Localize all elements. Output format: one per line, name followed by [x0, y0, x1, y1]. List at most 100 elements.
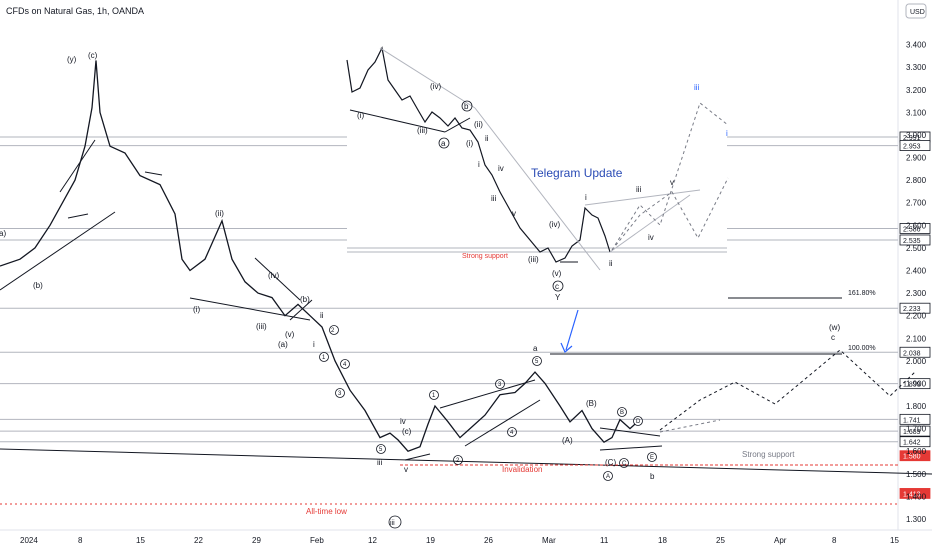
price-level-value: 1.741 — [903, 417, 921, 424]
y-tick-label: 1.600 — [906, 447, 927, 456]
price-level-value: 1.580 — [903, 454, 921, 461]
svg-text:v: v — [670, 178, 674, 187]
svg-text:c: c — [555, 282, 559, 291]
x-tick-label: 8 — [832, 536, 837, 545]
price-level-value: 1.642 — [903, 440, 921, 447]
y-tick-label: 2.900 — [906, 154, 927, 163]
y-tick-label: 2.000 — [906, 357, 927, 366]
all-time-low-label: All-time low — [306, 507, 347, 516]
y-tick-label: 3.200 — [906, 86, 927, 95]
svg-text:v: v — [404, 465, 408, 474]
svg-text:(B): (B) — [586, 399, 597, 408]
price-level-tag — [899, 140, 931, 151]
svg-text:2: 2 — [331, 328, 335, 334]
svg-text:i: i — [726, 129, 728, 138]
svg-text:(a): (a) — [278, 340, 288, 349]
y-tick-label: 2.700 — [906, 199, 927, 208]
inset-price-line — [346, 46, 611, 263]
svg-text:(C): (C) — [605, 458, 616, 467]
svg-text:b: b — [650, 472, 655, 481]
svg-text:v: v — [512, 209, 516, 218]
svg-text:(iv): (iv) — [268, 271, 279, 280]
svg-text:(iii): (iii) — [528, 255, 539, 264]
price-level-value: 2.233 — [903, 306, 921, 313]
svg-text:iv: iv — [498, 164, 504, 173]
svg-text:ii: ii — [609, 259, 613, 268]
telegram-inset: Telegram Update Strong support (i) (iii)… — [346, 42, 729, 302]
svg-text:2: 2 — [456, 458, 460, 464]
svg-text:a: a — [533, 344, 538, 353]
svg-text:(iv): (iv) — [549, 220, 560, 229]
y-tick-label: 3.100 — [906, 108, 927, 117]
svg-text:(c): (c) — [88, 51, 98, 60]
invalidation-label: Invalidation — [502, 465, 542, 474]
svg-text:(i): (i) — [357, 111, 364, 120]
svg-text:a: a — [441, 139, 446, 148]
price-level-tag — [899, 234, 931, 246]
svg-text:(ii): (ii) — [215, 209, 224, 218]
x-tick-label: 8 — [78, 536, 83, 545]
svg-text:ii: ii — [485, 134, 489, 143]
x-tick-label: 26 — [484, 536, 493, 545]
price-level-value: 2.953 — [903, 144, 921, 151]
svg-text:C: C — [622, 461, 627, 467]
svg-text:iv: iv — [648, 233, 654, 242]
y-tick-label: 2.500 — [906, 244, 927, 253]
price-level-tag — [899, 346, 931, 358]
svg-text:ii: ii — [320, 311, 324, 320]
price-level-value: 1.689 — [903, 429, 921, 436]
circled-wave-text: 2 1 4 3 5 1 2 3 4 5 B D C E A iii — [322, 328, 654, 527]
fib-161-label: 161.80% — [848, 290, 876, 297]
y-tick-label: 3.300 — [906, 63, 927, 72]
y-tick-label: 1.900 — [906, 379, 927, 388]
svg-text:(ii): (ii) — [474, 120, 483, 129]
svg-text:Y: Y — [555, 293, 561, 302]
svg-text:(i): (i) — [193, 305, 200, 314]
price-levels: 2.991 2.953 2.586 2.535 2.233 2.038 1.899 1.741… — [0, 131, 931, 499]
svg-text:i: i — [313, 340, 315, 349]
x-tick-label: 25 — [716, 536, 725, 545]
y-tick-label: 2.800 — [906, 176, 927, 185]
y-tick-label: 3.400 — [906, 41, 927, 50]
svg-text:(iii): (iii) — [417, 126, 428, 135]
svg-text:3: 3 — [338, 391, 342, 397]
y-tick-label: 2.200 — [906, 312, 927, 321]
y-tick-label: 1.400 — [906, 492, 927, 501]
y-tick-label: 1.500 — [906, 470, 927, 479]
x-tick-label: Mar — [542, 536, 556, 545]
svg-text:(iv): (iv) — [430, 82, 441, 91]
svg-text:4: 4 — [343, 362, 347, 368]
svg-text:iii: iii — [390, 520, 395, 527]
svg-text:A: A — [606, 474, 610, 480]
svg-text:(b): (b) — [300, 295, 310, 304]
wave-labels: (y) (c) a) (b) (ii) (iv) (b) ii (i) (iii… — [0, 51, 840, 481]
x-tick-label: 11 — [600, 536, 609, 545]
price-level-value: 2.038 — [903, 350, 921, 357]
svg-text:iii: iii — [377, 458, 383, 467]
price-level-value: 2.535 — [903, 238, 921, 245]
svg-text:iii: iii — [694, 83, 700, 92]
price-level-tag — [899, 488, 931, 499]
svg-text:i: i — [585, 193, 587, 202]
svg-text:(v): (v) — [285, 330, 295, 339]
price-level-tag — [899, 378, 931, 390]
y-tick-label: 3.000 — [906, 131, 927, 140]
x-tick-label: 12 — [368, 536, 377, 545]
x-tick-label: 22 — [194, 536, 203, 545]
chart-title: CFDs on Natural Gas, 1h, OANDA — [6, 6, 144, 16]
currency-label: USD — [910, 9, 925, 16]
price-axis[interactable]: 3.400 3.300 3.200 3.100 3.000 2.900 2.800 2.700… — [906, 41, 927, 524]
y-tick-label: 2.400 — [906, 266, 927, 275]
svg-text:(v): (v) — [552, 269, 562, 278]
time-axis[interactable]: 2024 8 15 22 29 Feb 12 19 26 Mar 11 18 25 Apr 8 15 — [20, 536, 899, 545]
circled-wave-labels — [319, 325, 657, 529]
price-level-value: 2.586 — [903, 226, 921, 233]
x-tick-label: 15 — [890, 536, 899, 545]
currency-button[interactable]: USD — [905, 3, 927, 19]
inset-strong-support: Strong support — [462, 253, 508, 260]
svg-text:iii: iii — [491, 194, 497, 203]
svg-text:(A): (A) — [562, 436, 573, 445]
svg-text:c: c — [831, 333, 835, 342]
